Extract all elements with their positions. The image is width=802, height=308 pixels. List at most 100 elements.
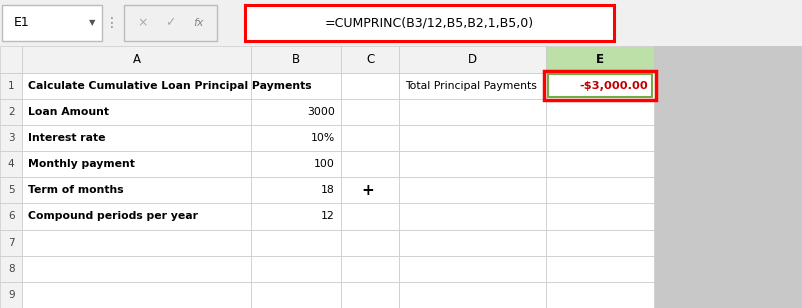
Text: 12: 12 [321, 212, 334, 221]
Bar [545, 282, 654, 308]
Bar [0, 203, 22, 229]
Bar [548, 74, 651, 97]
Bar [545, 99, 654, 125]
Text: fx: fx [192, 18, 204, 28]
Text: B: B [292, 53, 300, 66]
Text: ▼: ▼ [89, 18, 95, 27]
Bar [0, 282, 22, 308]
Bar [251, 125, 341, 151]
Bar [22, 256, 251, 282]
Bar [22, 203, 251, 229]
Bar [22, 46, 251, 73]
Text: C: C [366, 53, 374, 66]
Text: 4: 4 [8, 159, 14, 169]
Bar [545, 177, 654, 203]
Bar [2, 5, 102, 41]
Bar [251, 229, 341, 256]
Bar [22, 229, 251, 256]
Bar [399, 203, 545, 229]
Bar [22, 151, 251, 177]
Bar [341, 256, 399, 282]
Text: 1: 1 [8, 81, 14, 91]
Text: ⋮: ⋮ [104, 16, 119, 30]
Text: 6: 6 [8, 212, 14, 221]
Text: 3: 3 [8, 133, 14, 143]
Bar [0, 256, 22, 282]
Text: Monthly payment: Monthly payment [28, 159, 135, 169]
Bar [0, 46, 22, 73]
Text: Term of months: Term of months [28, 185, 124, 195]
Bar [399, 99, 545, 125]
Bar [0, 177, 22, 203]
Bar [124, 5, 217, 41]
Bar [341, 282, 399, 308]
Bar [341, 229, 399, 256]
Text: A: A [133, 53, 140, 66]
Bar [22, 99, 251, 125]
Bar [251, 256, 341, 282]
Bar [544, 71, 655, 100]
Text: Compound periods per year: Compound periods per year [28, 212, 198, 221]
Bar [0, 99, 22, 125]
Bar [341, 125, 399, 151]
Bar [399, 46, 545, 73]
Text: ×: × [137, 16, 148, 29]
Text: 5: 5 [8, 185, 14, 195]
Text: 9: 9 [8, 290, 14, 300]
Bar [22, 73, 251, 99]
Bar [0, 151, 22, 177]
Bar [22, 282, 251, 308]
Text: =CUMPRINC(B3/12,B5,B2,1,B5,0): =CUMPRINC(B3/12,B5,B2,1,B5,0) [325, 16, 533, 29]
Bar [251, 177, 341, 203]
Text: E: E [596, 53, 603, 66]
Bar [399, 151, 545, 177]
Bar [399, 282, 545, 308]
Text: 2: 2 [8, 107, 14, 117]
Bar [399, 125, 545, 151]
Bar [399, 177, 545, 203]
Bar [0, 229, 22, 256]
Bar [251, 99, 341, 125]
Text: 8: 8 [8, 264, 14, 274]
Bar [654, 46, 802, 308]
Bar [251, 203, 341, 229]
Bar [251, 73, 341, 99]
Bar [399, 256, 545, 282]
Text: 100: 100 [314, 159, 334, 169]
Bar [251, 151, 341, 177]
Text: 18: 18 [321, 185, 334, 195]
Text: -$3,000.00: -$3,000.00 [578, 81, 647, 91]
Bar [341, 177, 399, 203]
Bar [341, 99, 399, 125]
Bar [0, 0, 802, 46]
Bar [341, 73, 399, 99]
Bar [0, 46, 654, 308]
Text: 7: 7 [8, 238, 14, 248]
Bar [545, 229, 654, 256]
Text: E1: E1 [14, 16, 30, 29]
Text: D: D [468, 53, 476, 66]
Bar [545, 125, 654, 151]
Text: 10%: 10% [310, 133, 334, 143]
Bar [545, 256, 654, 282]
Bar [0, 125, 22, 151]
Bar [341, 151, 399, 177]
Bar [245, 5, 614, 41]
Text: +: + [360, 183, 373, 198]
Bar [22, 177, 251, 203]
Bar [251, 282, 341, 308]
Text: ✓: ✓ [165, 16, 176, 29]
Bar [0, 73, 22, 99]
Bar [399, 73, 545, 99]
Bar [545, 203, 654, 229]
Bar [341, 46, 399, 73]
Text: Interest rate: Interest rate [28, 133, 106, 143]
Bar [251, 46, 341, 73]
Text: Calculate Cumulative Loan Principal Payments: Calculate Cumulative Loan Principal Paym… [28, 81, 311, 91]
Text: Loan Amount: Loan Amount [28, 107, 109, 117]
Bar [545, 46, 654, 73]
Bar [341, 203, 399, 229]
Text: Total Principal Payments: Total Principal Payments [405, 81, 537, 91]
Bar [545, 73, 654, 99]
Text: 3000: 3000 [306, 107, 334, 117]
